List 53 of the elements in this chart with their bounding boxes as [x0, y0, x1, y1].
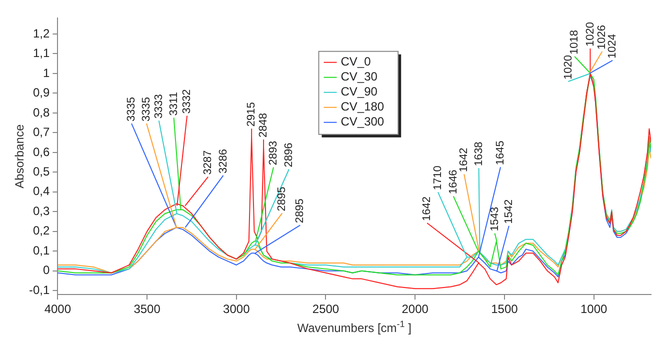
x-tick-label: 2500 — [312, 302, 340, 316]
annotation: 1646 — [447, 170, 460, 194]
annotation: 3286 — [217, 148, 230, 174]
y-tick-label: 0,1 — [32, 243, 50, 258]
y-tick-label: 0,4 — [32, 184, 50, 198]
annotation: 1018 — [568, 30, 581, 54]
annotation: 3311 — [168, 92, 180, 116]
annotation: 3287 — [202, 150, 214, 175]
y-tick-label: 0 — [42, 263, 50, 278]
x-tick-label: 2000 — [402, 302, 429, 316]
annotation: 1024 — [606, 34, 619, 58]
y-tick-label: 0,5 — [32, 164, 50, 179]
annotation: 2915 — [246, 102, 258, 127]
legend-label: CV_30 — [340, 70, 378, 84]
annotation: 1543 — [488, 206, 501, 232]
x-tick-label: 3500 — [134, 302, 161, 316]
y-tick-label: 0,7 — [32, 125, 50, 140]
y-tick-label: 0,6 — [32, 144, 50, 159]
legend-label: CV_180 — [340, 100, 384, 114]
annotation: 2895 — [276, 186, 288, 212]
y-tick-label: 1 — [42, 66, 50, 80]
x-tick-label: 3000 — [223, 302, 250, 316]
x-tick-label: 1000 — [580, 302, 608, 316]
annotation: 1542 — [502, 199, 515, 224]
annotation: 1710 — [432, 166, 444, 190]
annotation: 2895 — [294, 198, 306, 224]
legend-label: CV_300 — [340, 114, 384, 129]
y-tick-label: 0,9 — [32, 86, 50, 100]
annotation: 1020 — [584, 22, 596, 46]
annotation: 1645 — [494, 140, 507, 166]
annotation: 3333 — [152, 94, 165, 119]
x-tick-label: 4000 — [44, 302, 72, 316]
y-tick-label: 1,1 — [32, 46, 50, 60]
y-tick-label: 1,2 — [32, 26, 50, 40]
y-tick-label: 0,2 — [32, 224, 50, 238]
annotation: 2848 — [258, 113, 270, 138]
annotation: 1020 — [562, 54, 574, 80]
y-axis-title: Absorbance — [12, 124, 26, 188]
annotation: 1638 — [472, 142, 485, 166]
annotation: 2896 — [283, 142, 296, 168]
annotation: 1642 — [421, 196, 434, 222]
y-tick-label: 0,8 — [32, 105, 50, 120]
annotation: 3335 — [126, 96, 138, 122]
annotation: 1642 — [458, 148, 470, 172]
y-tick-label: -0,1 — [28, 282, 50, 297]
legend-label: CV_90 — [340, 84, 378, 99]
annotation: 2893 — [268, 140, 280, 166]
annotation: 1026 — [596, 24, 608, 50]
legend-label: CV_0 — [340, 54, 372, 69]
y-tick-label: 0,3 — [32, 204, 50, 218]
annotation: 3332 — [181, 89, 194, 114]
x-tick-label: 1500 — [491, 302, 518, 316]
annotation: 3335 — [140, 96, 153, 122]
